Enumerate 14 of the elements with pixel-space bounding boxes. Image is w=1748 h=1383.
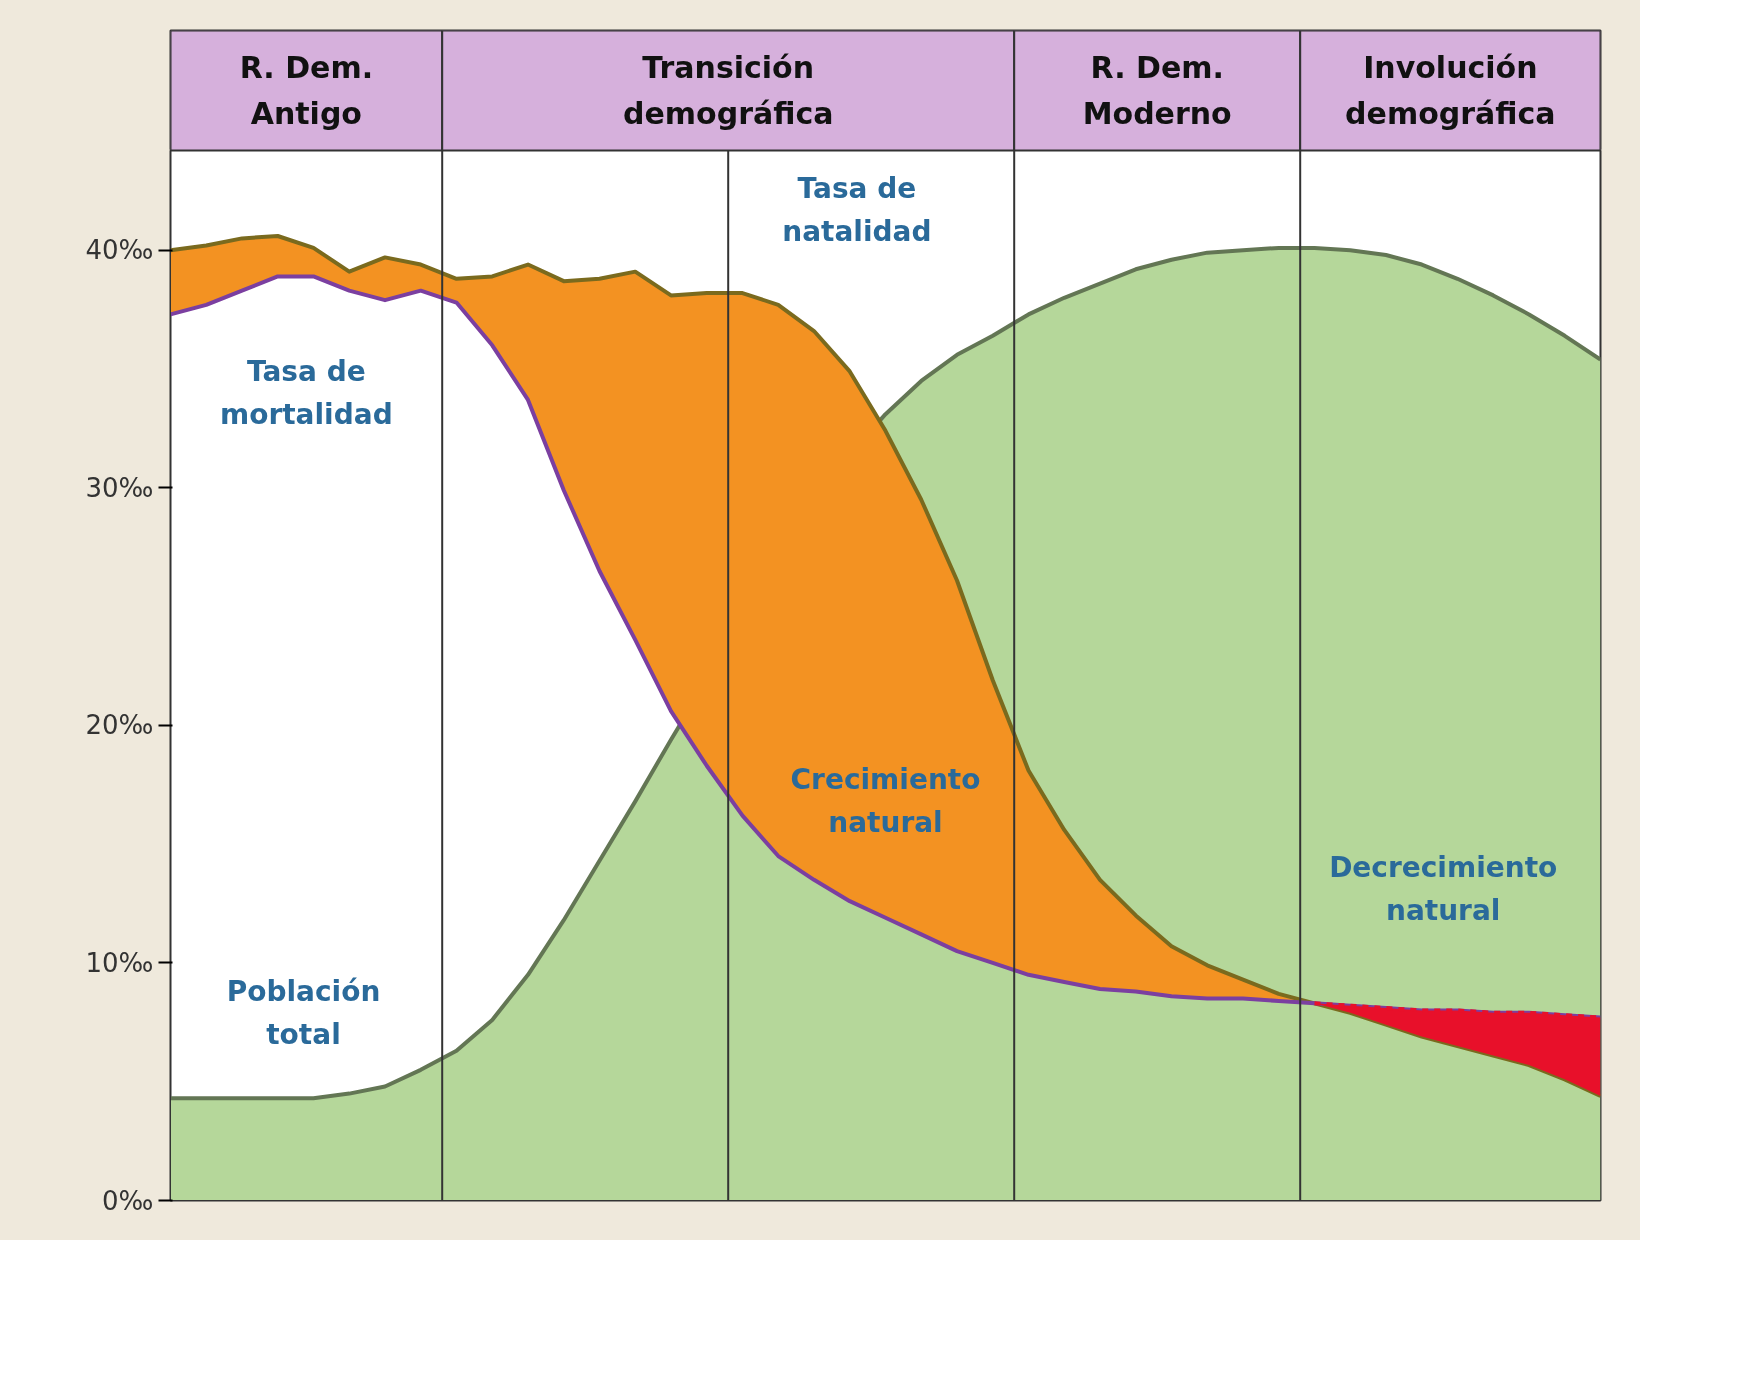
y-tick-label: 40‰ xyxy=(85,235,154,266)
text: Involución demográfica xyxy=(1345,50,1556,131)
annotation: Población total xyxy=(226,974,381,1051)
y-tick-label: 0‰ xyxy=(102,1185,154,1216)
text: Transición demográfica xyxy=(622,50,834,131)
y-tick-label: 30‰ xyxy=(85,472,154,503)
annotation: Tasa de natalidad xyxy=(782,171,932,248)
text: R. Dem. Antigo xyxy=(239,50,374,131)
text: R. Dem. Moderno xyxy=(1082,50,1232,131)
annotation: Tasa de mortalidad xyxy=(220,354,393,431)
annotation: Decrecimiento natural xyxy=(1329,851,1558,928)
y-tick-label: 10‰ xyxy=(85,947,154,978)
annotation: Crecimiento natural xyxy=(790,763,981,840)
y-tick-label: 20‰ xyxy=(85,710,154,741)
